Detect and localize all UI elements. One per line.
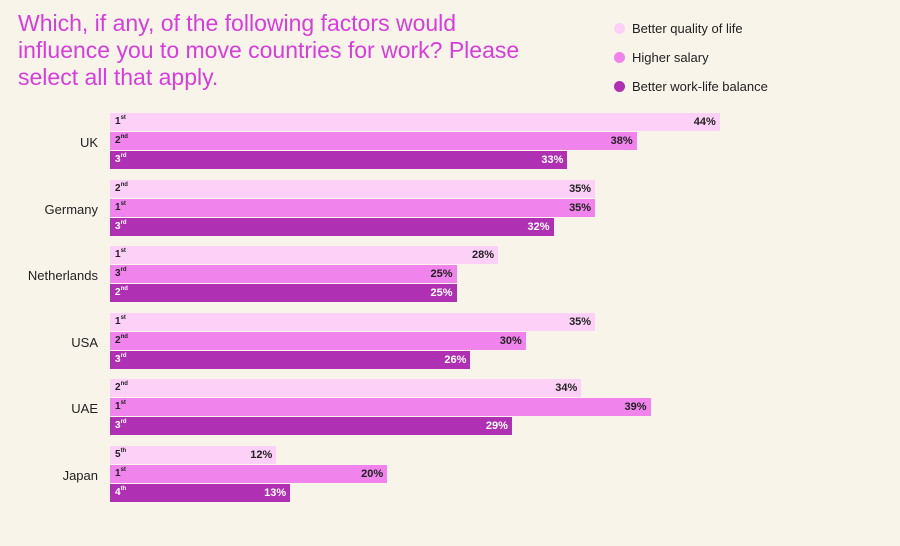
rank-label: 4th bbox=[115, 486, 127, 498]
rank-label: 2nd bbox=[115, 381, 128, 394]
rank-label: 1st bbox=[115, 467, 126, 479]
category-label: Netherlands bbox=[27, 268, 98, 284]
rank-label: 3rd bbox=[115, 267, 127, 280]
category-label: Germany bbox=[44, 201, 98, 217]
data-label: 35% bbox=[569, 315, 592, 328]
legend-swatch bbox=[614, 52, 625, 63]
rank-label: 3rd bbox=[115, 219, 127, 232]
bar: 1st 39% bbox=[110, 398, 651, 417]
rank-label: 5th bbox=[115, 448, 127, 460]
rank-label: 3rd bbox=[115, 153, 127, 165]
bar: 5th 12% bbox=[110, 446, 277, 464]
rank-label: 1st bbox=[115, 248, 126, 261]
data-label: 32% bbox=[527, 220, 550, 233]
bar: 4th 13% bbox=[110, 484, 291, 502]
chart-title: Which, if any, of the following factors … bbox=[18, 10, 520, 90]
data-label: 39% bbox=[624, 401, 647, 414]
data-label: 12% bbox=[250, 449, 273, 461]
rank-label: 3rd bbox=[115, 419, 127, 432]
category-label: UAE bbox=[71, 401, 98, 417]
rank-label: 3rd bbox=[115, 352, 127, 365]
rank-label: 1st bbox=[115, 115, 126, 127]
bar: 1st 35% bbox=[110, 198, 596, 217]
bar: 2nd 30% bbox=[110, 331, 526, 350]
data-label: 38% bbox=[610, 135, 633, 147]
rank-label: 1st bbox=[115, 314, 126, 327]
rank-label: 1st bbox=[115, 200, 126, 213]
legend-label: Better work-life balance bbox=[632, 79, 768, 94]
bar: 1st 28% bbox=[110, 246, 499, 265]
legend-item: Better quality of life bbox=[614, 14, 768, 43]
data-label: 25% bbox=[430, 287, 453, 300]
data-label: 35% bbox=[569, 182, 592, 195]
category-label: Japan bbox=[62, 468, 98, 483]
data-label: 44% bbox=[693, 116, 716, 128]
data-label: 25% bbox=[430, 268, 453, 281]
legend-label: Better quality of life bbox=[632, 21, 743, 36]
legend-item: Higher salary bbox=[614, 43, 768, 72]
data-label: 29% bbox=[485, 420, 508, 433]
rank-label: 2nd bbox=[115, 286, 128, 299]
data-label: 26% bbox=[444, 353, 467, 366]
bar: 2nd 38% bbox=[110, 132, 637, 150]
bar: 1st 20% bbox=[110, 465, 388, 483]
category-label: UK bbox=[79, 135, 98, 150]
legend-swatch bbox=[614, 81, 625, 92]
rank-label: 2nd bbox=[115, 333, 128, 346]
rank-label: 2nd bbox=[115, 181, 128, 194]
bar: 1st 44% bbox=[110, 113, 720, 131]
bar: 3rd 32% bbox=[110, 217, 554, 236]
data-label: 13% bbox=[264, 487, 287, 499]
data-label: 35% bbox=[569, 201, 592, 214]
legend-swatch bbox=[614, 23, 625, 34]
bar: 2nd 34% bbox=[110, 379, 582, 398]
legend-item: Better work-life balance bbox=[614, 72, 768, 101]
bar: 3rd 29% bbox=[110, 417, 512, 436]
bar: 2nd 25% bbox=[110, 284, 457, 303]
data-label: 34% bbox=[555, 382, 578, 395]
category-label: USA bbox=[71, 334, 98, 350]
data-label: 28% bbox=[472, 249, 495, 262]
bar: 3rd 25% bbox=[110, 265, 457, 284]
bar: 2nd 35% bbox=[110, 179, 596, 198]
legend: Better quality of life Higher salary Bette… bbox=[614, 14, 768, 101]
bar: 3rd 26% bbox=[110, 350, 471, 369]
rank-label: 1st bbox=[115, 400, 126, 413]
bar: 1st 35% bbox=[110, 312, 596, 331]
data-label: 30% bbox=[499, 334, 522, 347]
data-label: 20% bbox=[361, 468, 384, 480]
rank-label: 2nd bbox=[115, 134, 128, 146]
legend-label: Higher salary bbox=[632, 50, 709, 65]
bar: 3rd 33% bbox=[110, 151, 568, 169]
data-label: 33% bbox=[541, 154, 564, 166]
